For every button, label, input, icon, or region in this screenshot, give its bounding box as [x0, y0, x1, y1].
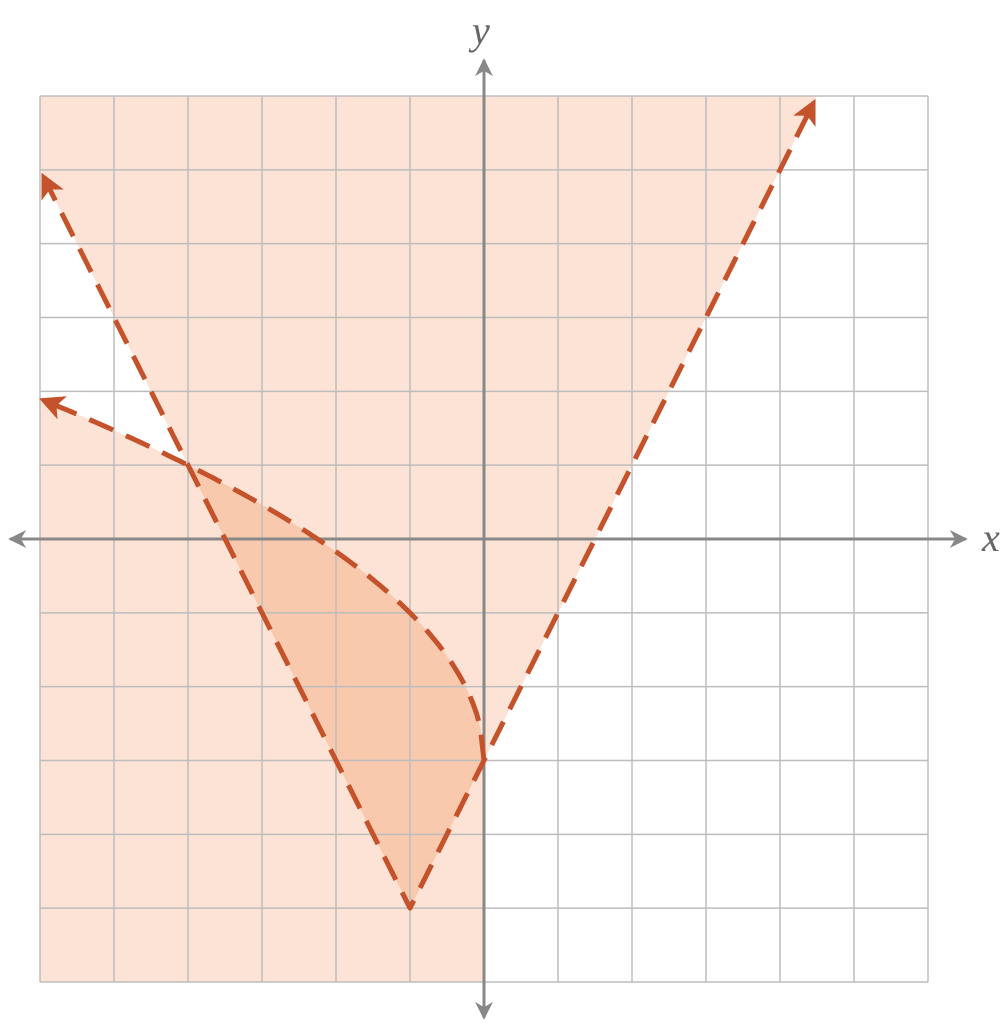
y-axis-label: y: [468, 8, 490, 53]
region-above-v: [40, 96, 818, 909]
x-axis-label: x: [981, 515, 1000, 560]
boundary-curves: [39, 98, 816, 911]
root-boundary: [39, 396, 487, 761]
v-boundary: [41, 98, 816, 911]
shaded-regions: [40, 96, 818, 982]
